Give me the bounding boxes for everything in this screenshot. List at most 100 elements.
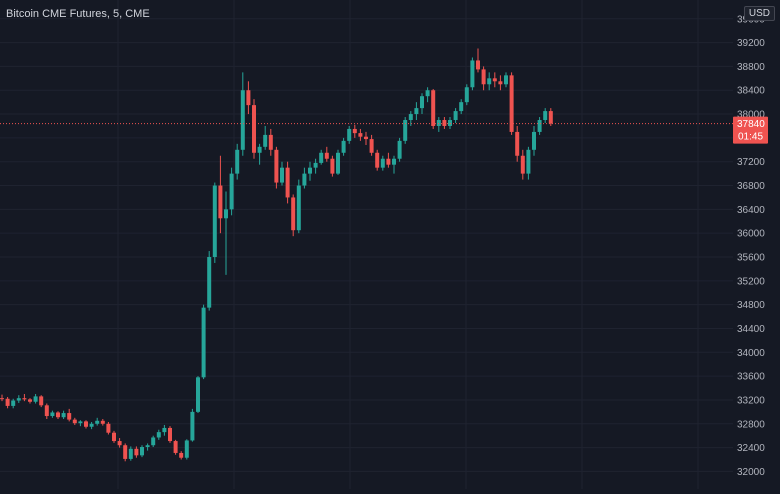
candle [235,143,240,180]
candle [308,161,312,181]
candle-body [224,209,228,219]
candle [67,408,72,422]
candle [420,93,424,115]
candle [196,376,200,414]
candle [252,99,256,159]
candle [347,125,352,144]
candle [313,158,318,174]
candle-body [162,427,167,433]
y-tick-label: 32800 [737,419,765,430]
candle-body [106,423,111,433]
candle [296,179,301,234]
candle-body [448,120,452,126]
candle-body [268,134,273,150]
y-tick-label: 39200 [737,38,765,49]
candle-body [39,396,44,406]
candle [11,398,16,409]
candle [246,81,251,115]
candle [498,75,503,91]
candle-body [285,167,290,198]
candle [61,410,66,420]
candle-body [537,120,542,132]
candle [358,128,363,141]
candle-body [319,152,324,163]
candle [112,430,116,443]
candle-body [487,78,492,85]
candle-body [532,131,536,150]
candles-layer [0,48,553,462]
candle [470,57,475,91]
candle [16,395,21,403]
candle-body [403,120,408,141]
candle-body [341,140,346,153]
candle-body [33,396,38,402]
candle-body [89,423,94,427]
candle [392,155,396,174]
candle [33,393,38,404]
candle [509,72,514,135]
currency-button[interactable]: USD [743,6,775,21]
candle [520,149,525,180]
candle [464,84,469,106]
candle [229,167,234,216]
candle [453,108,458,123]
y-tick-label: 34000 [737,348,765,359]
candle [548,108,553,126]
candle-body [453,111,458,121]
y-tick-label: 38400 [737,86,765,97]
candle-body [11,400,16,406]
candle [386,152,391,168]
candle-body [476,60,480,70]
candle [431,89,436,129]
candle [56,411,60,420]
candle-body [218,185,223,219]
candle-body [140,447,144,456]
candle-body [235,149,240,174]
candle [369,134,374,156]
candle [380,155,385,171]
candle-body [201,307,206,378]
candle-body [117,441,122,446]
candle-body [352,128,357,134]
candle-body [72,419,77,424]
candle [106,421,111,435]
candle-body [308,167,312,174]
candle [285,161,290,204]
candle [291,194,296,237]
candle-body [442,120,447,126]
candle-body [263,134,268,147]
candle [341,137,346,156]
y-tick-label: 36800 [737,181,765,192]
price-axis[interactable]: 32000 32400 32800 33200 33600 34000 34400 34800… [733,0,780,489]
candle-body [22,398,27,400]
candle-body [56,412,60,418]
candle-body [408,114,413,121]
candle [504,72,508,88]
candle [532,125,536,156]
candle [128,446,133,461]
candle-body [548,111,553,124]
y-tick-label: 33600 [737,372,765,383]
candle-body [173,441,178,453]
candle-body [246,90,251,106]
candle-body [5,398,10,406]
candle-body [156,432,161,438]
candle [179,451,184,460]
candle [100,419,105,426]
candle-body [397,140,402,159]
y-tick-label: 32000 [737,467,765,478]
candle [336,149,340,175]
candle-body [100,420,105,424]
candle-body [280,167,284,183]
candle [212,182,217,263]
candle-body [184,440,189,458]
y-tick-label: 36000 [737,229,765,240]
candle-body [330,158,335,174]
candle [184,439,189,460]
candle-body [543,111,548,121]
candle-body [95,420,100,424]
candle [218,155,223,234]
candle-body [291,197,296,231]
